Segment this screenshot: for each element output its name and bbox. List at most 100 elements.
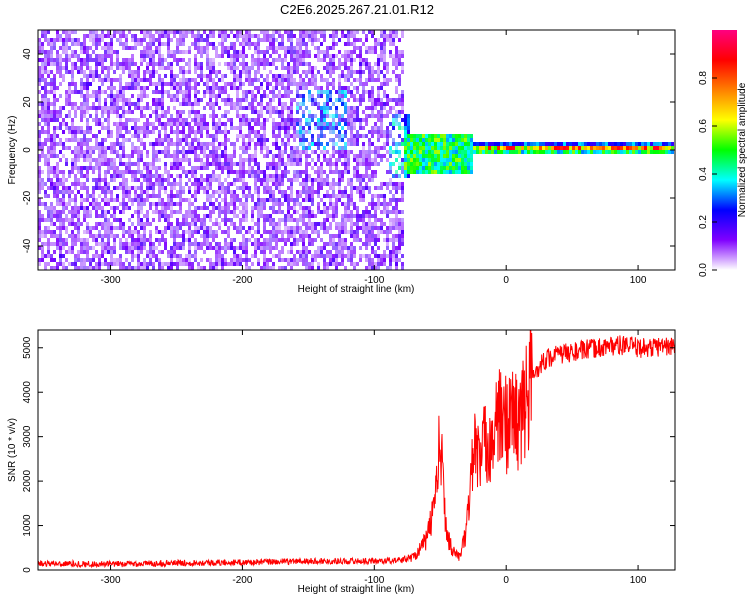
spectrogram-cell	[323, 266, 326, 270]
spectrogram-cell	[344, 226, 347, 230]
spectrogram-cell	[179, 70, 182, 74]
spectrogram-cell	[56, 194, 59, 198]
spectrogram-cell	[293, 254, 296, 258]
spectrogram-cell	[425, 162, 428, 166]
spectrogram-cell	[293, 98, 296, 102]
spectrogram-cell	[308, 54, 311, 58]
spectrogram-cell	[95, 94, 98, 98]
spectrogram-cell	[197, 158, 200, 162]
spectrogram-cell	[308, 222, 311, 226]
spectrogram-cell	[380, 118, 383, 122]
spectrogram-cell	[98, 90, 101, 94]
spectrogram-cell	[332, 86, 335, 90]
spectrogram-cell	[218, 30, 221, 34]
spectrogram-cell	[455, 162, 458, 166]
spectrogram-cell	[173, 166, 176, 170]
spectrogram-cell	[308, 130, 311, 134]
spectrogram-cell	[392, 38, 395, 42]
spectrogram-cell	[80, 150, 83, 154]
spectrogram-cell	[230, 158, 233, 162]
spectrogram-cell	[161, 186, 164, 190]
spectrogram-cell	[188, 198, 191, 202]
spectrogram-cell	[278, 130, 281, 134]
spectrogram-cell	[110, 90, 113, 94]
spectrogram-cell	[203, 166, 206, 170]
spectrogram-cell	[218, 202, 221, 206]
spectrogram-cell	[299, 58, 302, 62]
spectrogram-cell	[236, 34, 239, 38]
spectrogram-cell	[407, 150, 410, 154]
spectrogram-cell	[392, 122, 395, 126]
spectrogram-cell	[284, 106, 287, 110]
spectrogram-cell	[317, 134, 320, 138]
spectrogram-cell	[179, 182, 182, 186]
spectrogram-cell	[326, 178, 329, 182]
spectrogram-cell	[422, 146, 425, 150]
spectrogram-cell	[248, 106, 251, 110]
spectrogram-cell	[224, 198, 227, 202]
spectrogram-cell	[224, 190, 227, 194]
spectrogram-cell	[221, 218, 224, 222]
spectrogram-cell	[398, 258, 401, 262]
spectrogram-cell	[341, 194, 344, 198]
spectrogram-cell	[146, 170, 149, 174]
spectrogram-cell	[179, 162, 182, 166]
spectrogram-cell	[386, 182, 389, 186]
spectrogram-cell	[119, 134, 122, 138]
spectrogram-cell	[122, 266, 125, 270]
spectrogram-cell	[344, 134, 347, 138]
spectrogram-cell	[146, 66, 149, 70]
spectrogram-cell	[137, 186, 140, 190]
spectrogram-cell	[224, 38, 227, 42]
spectrogram-cell	[218, 130, 221, 134]
spectrogram-cell	[308, 90, 311, 94]
spectrogram-cell	[209, 30, 212, 34]
spectrogram-cell	[65, 162, 68, 166]
spectrogram-cell	[167, 42, 170, 46]
spectrogram-cell	[98, 122, 101, 126]
spectrogram-cell	[74, 254, 77, 258]
spectrogram-cell	[98, 34, 101, 38]
spectrogram-cell	[47, 166, 50, 170]
spectrogram-cell	[374, 70, 377, 74]
spectrogram-cell	[47, 146, 50, 150]
spectrogram-cell	[233, 162, 236, 166]
spectrogram-cell	[221, 90, 224, 94]
spectrogram-cell	[230, 246, 233, 250]
spectrogram-cell	[125, 206, 128, 210]
spectrogram-cell	[95, 138, 98, 142]
spectrogram-cell	[107, 182, 110, 186]
spectrogram-cell	[299, 62, 302, 66]
spectrogram-cell	[206, 82, 209, 86]
spectrogram-cell	[320, 210, 323, 214]
spectrogram-cell	[176, 182, 179, 186]
spectrogram-cell	[197, 186, 200, 190]
spectrogram-cell	[368, 174, 371, 178]
spectrogram-cell	[410, 170, 413, 174]
spectrogram-cell	[191, 254, 194, 258]
spectrogram-cell	[332, 30, 335, 34]
spectrogram-cell	[197, 262, 200, 266]
spectrogram-cell	[236, 198, 239, 202]
spectrogram-cell	[191, 210, 194, 214]
spectrogram-cell	[407, 158, 410, 162]
spectrogram-cell	[62, 74, 65, 78]
spectrogram-cell	[287, 66, 290, 70]
spectrogram-cell	[305, 250, 308, 254]
spectrogram-cell	[212, 70, 215, 74]
spectrogram-cell	[380, 50, 383, 54]
spectrogram-cell	[377, 150, 380, 154]
spectrogram-cell	[71, 150, 74, 154]
spectrogram-cell	[359, 66, 362, 70]
spectrogram-cell	[155, 142, 158, 146]
spectrogram-cell	[401, 102, 404, 106]
spectrogram-cell	[125, 82, 128, 86]
spectrogram-cell	[140, 86, 143, 90]
spectrogram-cell	[341, 98, 344, 102]
spectrogram-cell	[119, 154, 122, 158]
spectrogram-cell	[257, 46, 260, 50]
spectrogram-cell	[65, 70, 68, 74]
spectrogram-cell	[140, 170, 143, 174]
spectrogram-cell	[275, 74, 278, 78]
spectrogram-cell	[203, 150, 206, 154]
